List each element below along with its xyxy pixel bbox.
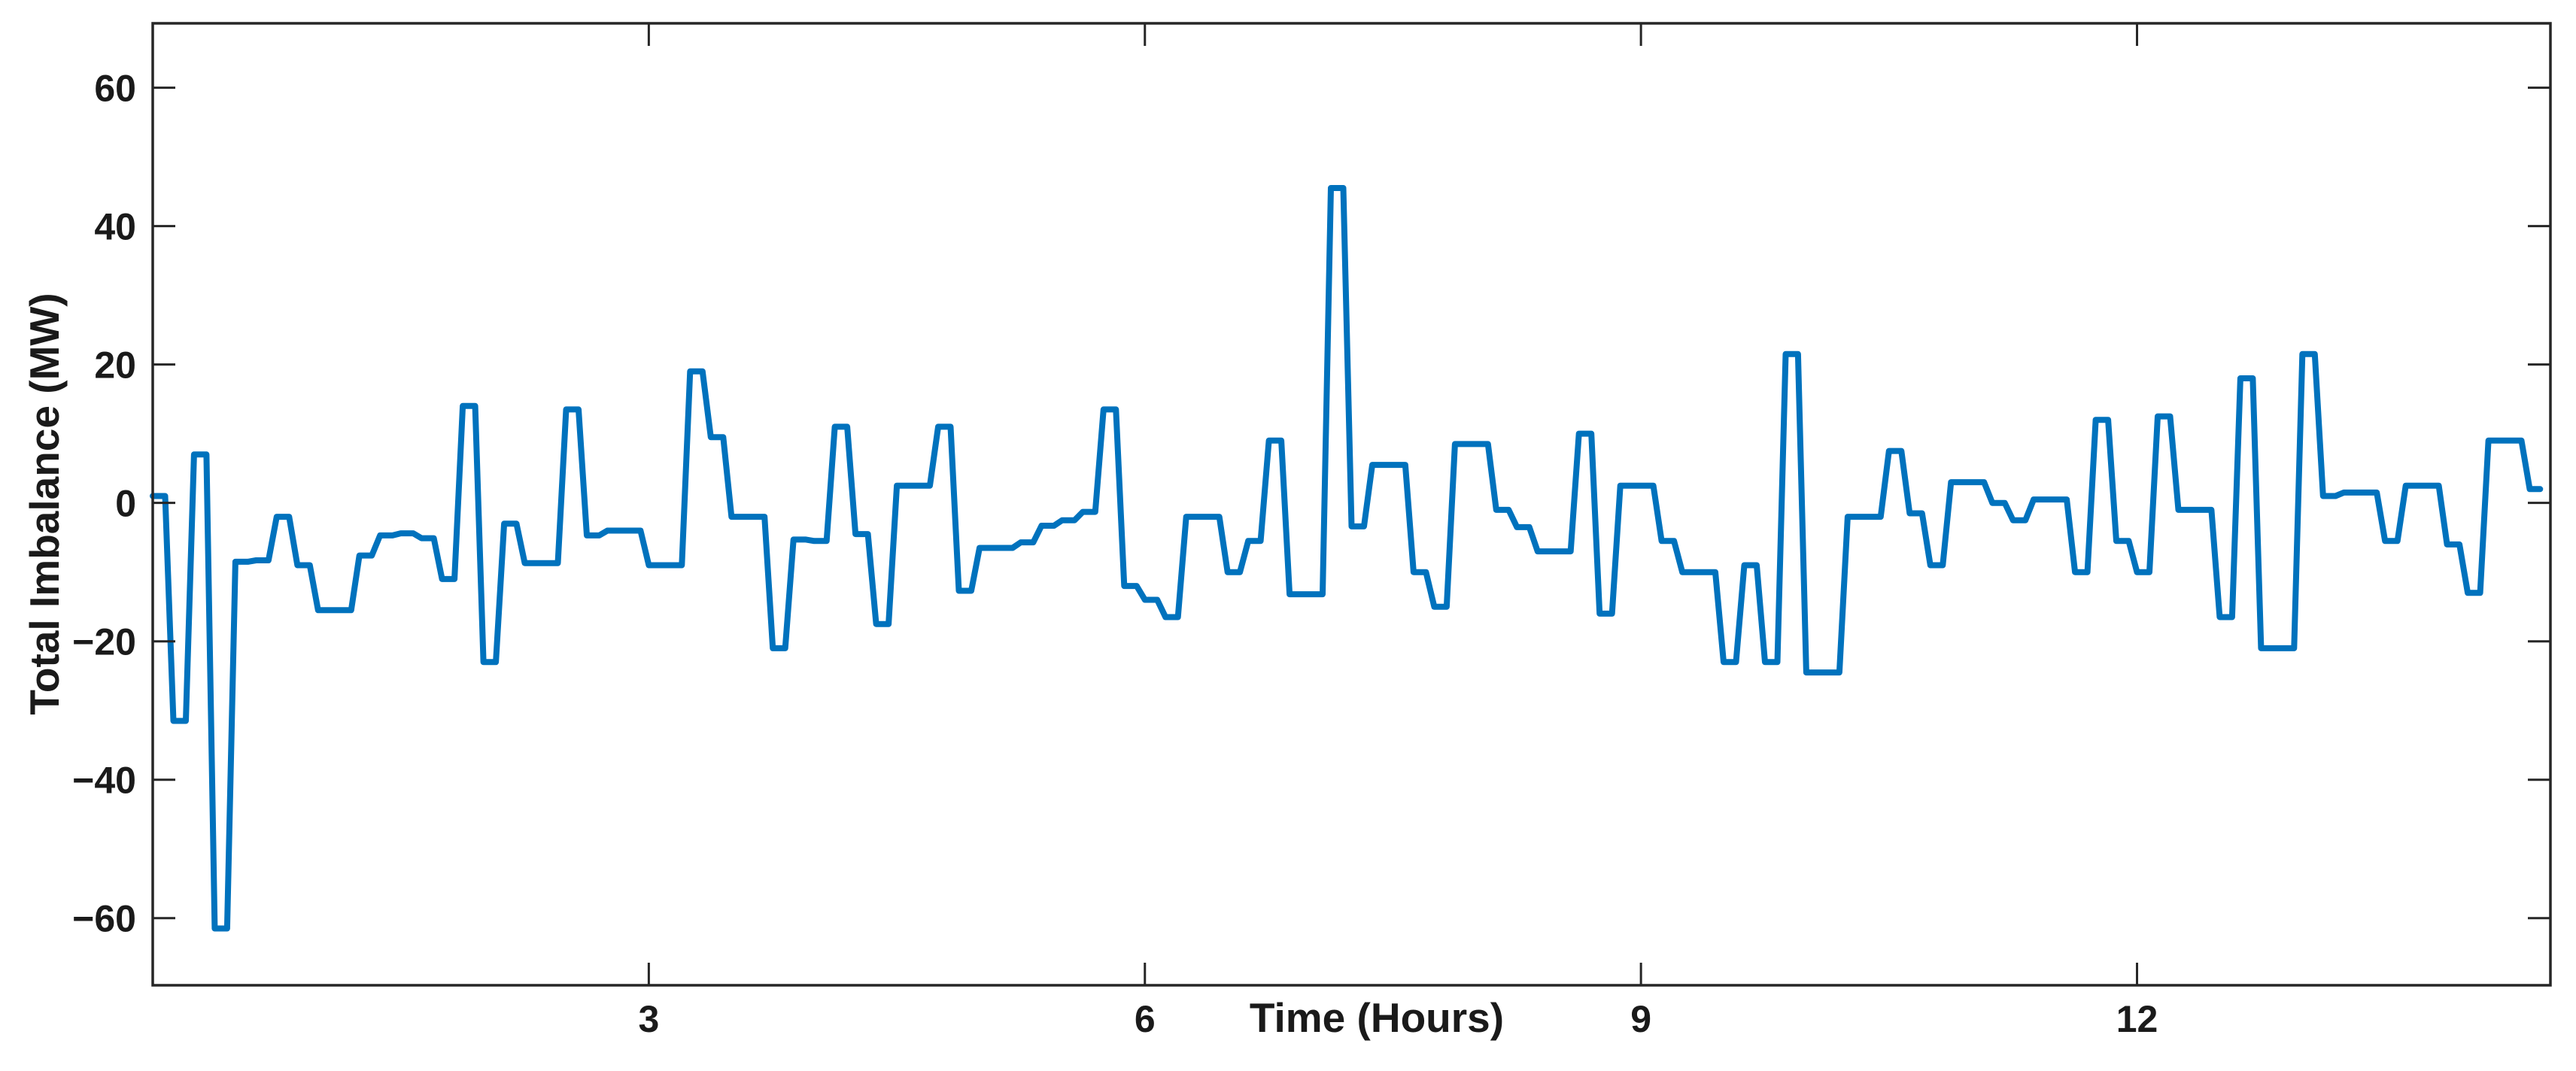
y-tick-label: −20 — [72, 621, 136, 663]
x-tick-label: 6 — [1135, 998, 1156, 1040]
x-axis-label: Time (Hours) — [1250, 994, 1504, 1041]
x-axis-tick-labels: 3 6 9 12 — [638, 998, 2158, 1040]
y-tick-label: 60 — [94, 68, 136, 110]
x-tick-label: 9 — [1630, 998, 1651, 1040]
x-tick-label: 12 — [2116, 998, 2158, 1040]
axis-ticks — [153, 23, 2550, 985]
y-axis-label: Total Imbalance (MW) — [21, 293, 68, 715]
data-line — [150, 185, 2544, 932]
y-axis-tick-labels: 60 40 20 0 −20 −40 −60 — [72, 68, 136, 940]
y-tick-label: −40 — [72, 760, 136, 802]
y-tick-label: 40 — [94, 206, 136, 248]
x-tick-label: 3 — [638, 998, 659, 1040]
y-tick-label: −60 — [72, 898, 136, 940]
y-tick-label: 20 — [94, 344, 136, 387]
y-tick-label: 0 — [115, 483, 136, 525]
axes-box — [151, 22, 2552, 987]
